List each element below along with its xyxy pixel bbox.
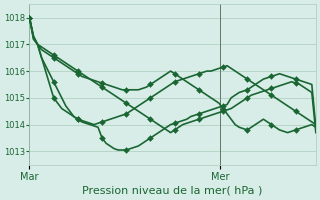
X-axis label: Pression niveau de la mer( hPa ): Pression niveau de la mer( hPa ) <box>83 186 263 196</box>
